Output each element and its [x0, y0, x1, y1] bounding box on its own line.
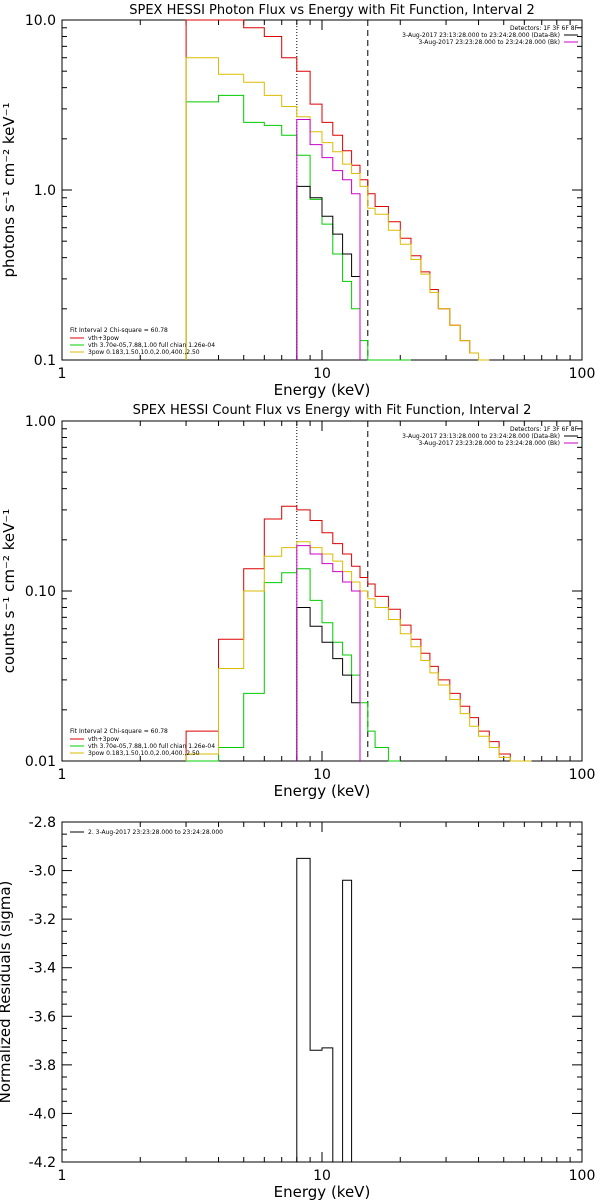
panel-2-legend-vth-label: vth 3.70e-05,7.88,1.00 full chian 1.26e-… — [88, 743, 215, 750]
panel-2-xtick-100: 100 — [569, 767, 596, 783]
panel-1-xtick-10: 10 — [313, 366, 331, 382]
series-4-step-0 — [296, 119, 361, 360]
series-0-step-0 — [296, 857, 368, 1163]
series-1-step-0 — [186, 568, 401, 762]
panel-1-legend-data-label: 3-Aug-2017 23:13:28.000 to 23:24:28.000 … — [402, 32, 560, 39]
panel-1-ytick-10: 10.0 — [25, 13, 56, 29]
panel-2-frame — [61, 420, 583, 762]
panel-3-ylabel: Normalized Residuals (sigma) — [0, 881, 14, 1104]
series-4-step-0 — [296, 545, 361, 761]
series-2-step-0 — [185, 541, 532, 762]
panel-2-ticks — [61, 421, 582, 762]
panel-1-xlabel: Energy (keV) — [274, 381, 371, 399]
panel-3-xlabel: Energy (keV) — [274, 1183, 371, 1200]
panel-3-ytick-0: -4.2 — [29, 1155, 56, 1171]
panel-3-xtick-1: 1 — [58, 1168, 67, 1184]
panel-2-ytick-0.01: 0.01 — [25, 754, 56, 770]
panel-1-detectors: Detectors: 1F 3F 6F 8F — [510, 25, 579, 32]
panel-1-ytick-1: 1.0 — [34, 183, 56, 199]
panel-3-legend-label: 2. 3-Aug-2017 23:23:28.000 to 23:24:28.0… — [88, 829, 223, 836]
panel-3-ytick-5: -3.2 — [29, 912, 56, 928]
panel-3-xtick-10: 10 — [313, 1168, 331, 1184]
panel-2-ylabel: counts s⁻¹ cm⁻² keV⁻¹ — [0, 509, 18, 674]
panel-1-legend-bk-label: 3-Aug-2017 23:23:28.000 to 23:24:28.000 … — [418, 39, 560, 46]
panel-2-legend-total-label: vth+3pow — [88, 736, 119, 743]
panel-2-legend-bk-label: 3-Aug-2017 23:23:28.000 to 23:24:28.000 … — [418, 440, 560, 447]
panel-1-legend-total-label: vth+3pow — [88, 335, 119, 342]
panel-1-legend-vth-label: vth 3.70e-05,7.88,1.00 full chian 1.26e-… — [88, 342, 215, 349]
panel-2-detectors: Detectors: 1F 3F 6F 8F — [510, 426, 579, 433]
panel-3-ytick-7: -2.8 — [29, 815, 56, 831]
panel-1-frame — [61, 19, 583, 361]
panel-1-title: SPEX HESSI Photon Flux vs Energy with Fi… — [129, 3, 535, 18]
panel-2-ytick-1.00: 1.00 — [25, 414, 56, 430]
panel-2-ytick-0.10: 0.10 — [25, 584, 56, 600]
series-0-step-0 — [185, 505, 532, 762]
panel-1-fit-header: Fit Interval 2 Chi-square = 60.78 — [70, 327, 168, 334]
panel-3-xtick-100: 100 — [569, 1168, 596, 1184]
panel-2-legend-data-label: 3-Aug-2017 23:13:28.000 to 23:24:28.000 … — [402, 433, 560, 440]
panel-2-series — [185, 505, 532, 762]
panel-1-ticks — [61, 20, 582, 361]
panel-3-ytick-labels: -4.2 -4.0 -3.8 -3.6 -3.4 -3.2 -3.0 -2.8 — [29, 815, 56, 1171]
series-3-step-0 — [296, 607, 361, 761]
panel-photon-flux: SPEX HESSI Photon Flux vs Energy with Fi… — [0, 3, 595, 399]
panel-1-series — [185, 19, 490, 361]
panel-1-xtick-1: 1 — [58, 366, 67, 382]
panel-3-ytick-6: -3.0 — [29, 864, 56, 880]
panel-count-flux: SPEX HESSI Count Flux vs Energy with Fit… — [0, 403, 595, 800]
panel-2-xtick-10: 10 — [313, 767, 331, 783]
panel-1-xtick-100: 100 — [569, 366, 596, 382]
series-1-step-0 — [185, 94, 411, 361]
panel-3-frame — [61, 821, 583, 1163]
panel-3-ytick-2: -3.8 — [29, 1058, 56, 1074]
panel-2-xtick-1: 1 — [58, 767, 67, 783]
panel-2-legend-pow-label: 3pow 0.183,1.50,10.0,2.00,400.,2.50 — [88, 750, 200, 757]
panel-3-ytick-3: -3.6 — [29, 1009, 56, 1025]
panel-1-ytick-0.1: 0.1 — [34, 353, 56, 369]
panel-2-title: SPEX HESSI Count Flux vs Energy with Fit… — [133, 403, 532, 418]
panel-2-xlabel: Energy (keV) — [274, 782, 371, 800]
panel-3-ytick-1: -4.0 — [29, 1106, 56, 1122]
panel-2-fit-header: Fit Interval 2 Chi-square = 60.78 — [70, 728, 168, 735]
panel-3-ytick-4: -3.4 — [29, 961, 56, 977]
series-2-step-0 — [185, 57, 490, 361]
panel-1-legend-pow-label: 3pow 0.183,1.50,10.0,2.00,400.,2.50 — [88, 349, 200, 356]
panel-1-ylabel: photons s⁻¹ cm⁻² keV⁻¹ — [0, 103, 18, 278]
series-3-step-0 — [296, 185, 361, 360]
panel-residuals: 1 10 100 -4.2 -4.0 -3.8 -3.6 -3.4 -3.2 -3.0 -2.… — [0, 815, 595, 1200]
panel-3-series — [296, 857, 368, 1163]
panel-3-ticks — [61, 821, 582, 1163]
